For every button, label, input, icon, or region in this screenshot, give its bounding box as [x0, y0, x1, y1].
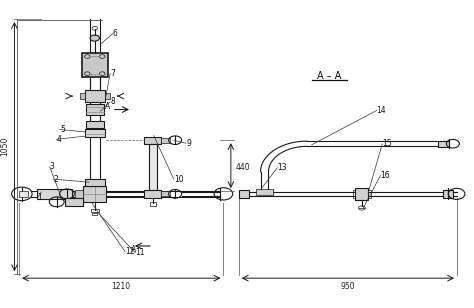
Text: 10: 10: [174, 175, 183, 184]
Text: 14: 14: [377, 106, 386, 115]
Bar: [82, 53, 108, 77]
Bar: [86, 121, 104, 128]
Bar: [239, 190, 249, 198]
Text: 11: 11: [135, 248, 145, 257]
Text: 1210: 1210: [112, 282, 131, 291]
Bar: [19, 191, 28, 197]
Bar: [353, 189, 356, 198]
Bar: [85, 104, 104, 116]
Text: 2: 2: [54, 175, 58, 184]
Text: 16: 16: [381, 171, 390, 180]
Text: 1: 1: [37, 193, 42, 202]
Bar: [84, 90, 105, 102]
Text: 1050: 1050: [0, 137, 9, 156]
Bar: [145, 136, 161, 144]
Bar: [356, 188, 368, 200]
Bar: [150, 202, 156, 205]
Text: 9: 9: [186, 139, 191, 148]
Text: 15: 15: [382, 140, 392, 148]
Bar: [83, 186, 106, 201]
Bar: [161, 138, 171, 143]
Text: 3: 3: [50, 162, 55, 171]
Text: A – A: A – A: [317, 71, 342, 81]
Text: A: A: [105, 102, 110, 111]
Bar: [80, 93, 84, 99]
Text: 8: 8: [110, 97, 115, 106]
Bar: [36, 189, 72, 199]
Text: 6: 6: [113, 29, 118, 38]
Bar: [149, 144, 157, 190]
Text: 12: 12: [125, 247, 135, 256]
Bar: [84, 128, 105, 137]
Text: 5: 5: [60, 125, 65, 134]
Bar: [91, 209, 99, 212]
Bar: [105, 93, 109, 99]
Bar: [145, 190, 161, 197]
Text: 7: 7: [110, 69, 115, 78]
Text: 440: 440: [236, 163, 250, 172]
Bar: [368, 189, 371, 198]
Text: 4: 4: [56, 135, 61, 144]
Bar: [64, 197, 83, 206]
Circle shape: [90, 35, 100, 41]
Text: 950: 950: [341, 282, 355, 291]
Bar: [84, 180, 105, 186]
Bar: [256, 188, 273, 195]
Bar: [75, 190, 83, 197]
Text: A: A: [131, 245, 136, 254]
Bar: [92, 213, 97, 215]
Bar: [438, 140, 449, 147]
Bar: [443, 190, 453, 197]
Bar: [161, 191, 171, 196]
Text: 13: 13: [277, 163, 287, 172]
